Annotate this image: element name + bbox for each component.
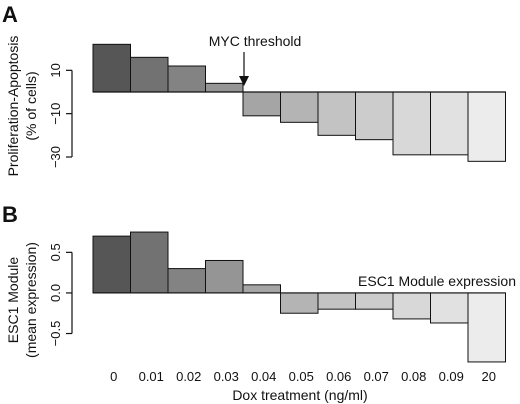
panel-a-bar-6: [317, 91, 356, 136]
x-tick-label-1: 0.01: [139, 369, 164, 384]
esc1-annotation: ESC1 Module expression: [358, 273, 516, 289]
panel-a-y-tick-label-1: −10: [48, 103, 63, 125]
x-tick-label-5: 0.05: [289, 369, 314, 384]
x-tick-label-10: 20: [482, 369, 496, 384]
panel-b-bar-6: [317, 292, 356, 310]
panel-b-bar-10: [467, 292, 506, 363]
panel-b-y-tick-label-2: −0.5: [48, 321, 63, 347]
panel-b-y-tick-label-1: 0.0: [48, 284, 63, 302]
panel-b-bar-4: [242, 284, 281, 294]
x-tick-label-8: 0.08: [401, 369, 426, 384]
panel-b-bar-0: [92, 235, 131, 294]
panel-b-bar-2: [167, 268, 206, 294]
panel-b-y-tick-label-0: 0.5: [48, 243, 63, 261]
panel-b-letter: B: [2, 202, 18, 227]
panel-a-bar-9: [430, 91, 469, 156]
x-tick-label-9: 0.09: [439, 369, 464, 384]
panel-b-bar-1: [130, 231, 169, 294]
myc-threshold-annotation: MYC threshold: [209, 33, 302, 49]
myc-threshold-arrow: [239, 52, 249, 86]
panel-b-bar-7: [355, 292, 394, 310]
panel-a-bar-1: [130, 56, 169, 93]
panel-a-chart: 10 −10 −30: [48, 43, 506, 168]
panel-b-ylabel-line1: ESC1 Module: [5, 257, 21, 344]
panel-b-bar-3: [205, 259, 244, 294]
x-tick-label-6: 0.06: [326, 369, 351, 384]
panel-b-bar-5: [280, 292, 319, 314]
x-tick-label-0: 0: [110, 369, 117, 384]
panel-a-ylabel-line2: (% of cells): [23, 71, 39, 140]
panel-b-chart: 0.5 0.0 −0.5: [48, 231, 506, 363]
panel-a-letter: A: [2, 2, 18, 27]
panel-a-y-tick-label-0: 10: [48, 63, 63, 77]
x-tick-label-3: 0.03: [214, 369, 239, 384]
panel-b-bar-8: [392, 292, 431, 320]
panel-b-ylabel-line2: (mean expression): [23, 242, 39, 358]
panel-a-ylabel-line1: Proliferation-Apoptosis: [5, 36, 21, 177]
panel-a-bar-7: [355, 91, 394, 141]
panel-a-bar-0: [92, 43, 131, 93]
x-tick-labels: 0 0.01 0.02 0.03 0.04 0.05 0.06 0.07 0.08 0.09 20: [110, 369, 496, 384]
panel-a-bar-10: [467, 91, 506, 162]
x-tick-label-7: 0.07: [364, 369, 389, 384]
x-axis-label: Dox treatment (ng/ml): [232, 387, 367, 403]
panel-a-bar-5: [280, 91, 319, 123]
panel-a-bar-8: [392, 91, 431, 156]
panel-a-bar-2: [167, 65, 206, 93]
panel-b-bar-9: [430, 292, 469, 324]
panel-a-y-tick-label-2: −30: [48, 146, 63, 168]
x-tick-label-2: 0.02: [176, 369, 201, 384]
x-tick-label-4: 0.04: [251, 369, 276, 384]
panel-a-bar-3: [205, 82, 244, 93]
panel-a-bar-4: [242, 91, 281, 117]
